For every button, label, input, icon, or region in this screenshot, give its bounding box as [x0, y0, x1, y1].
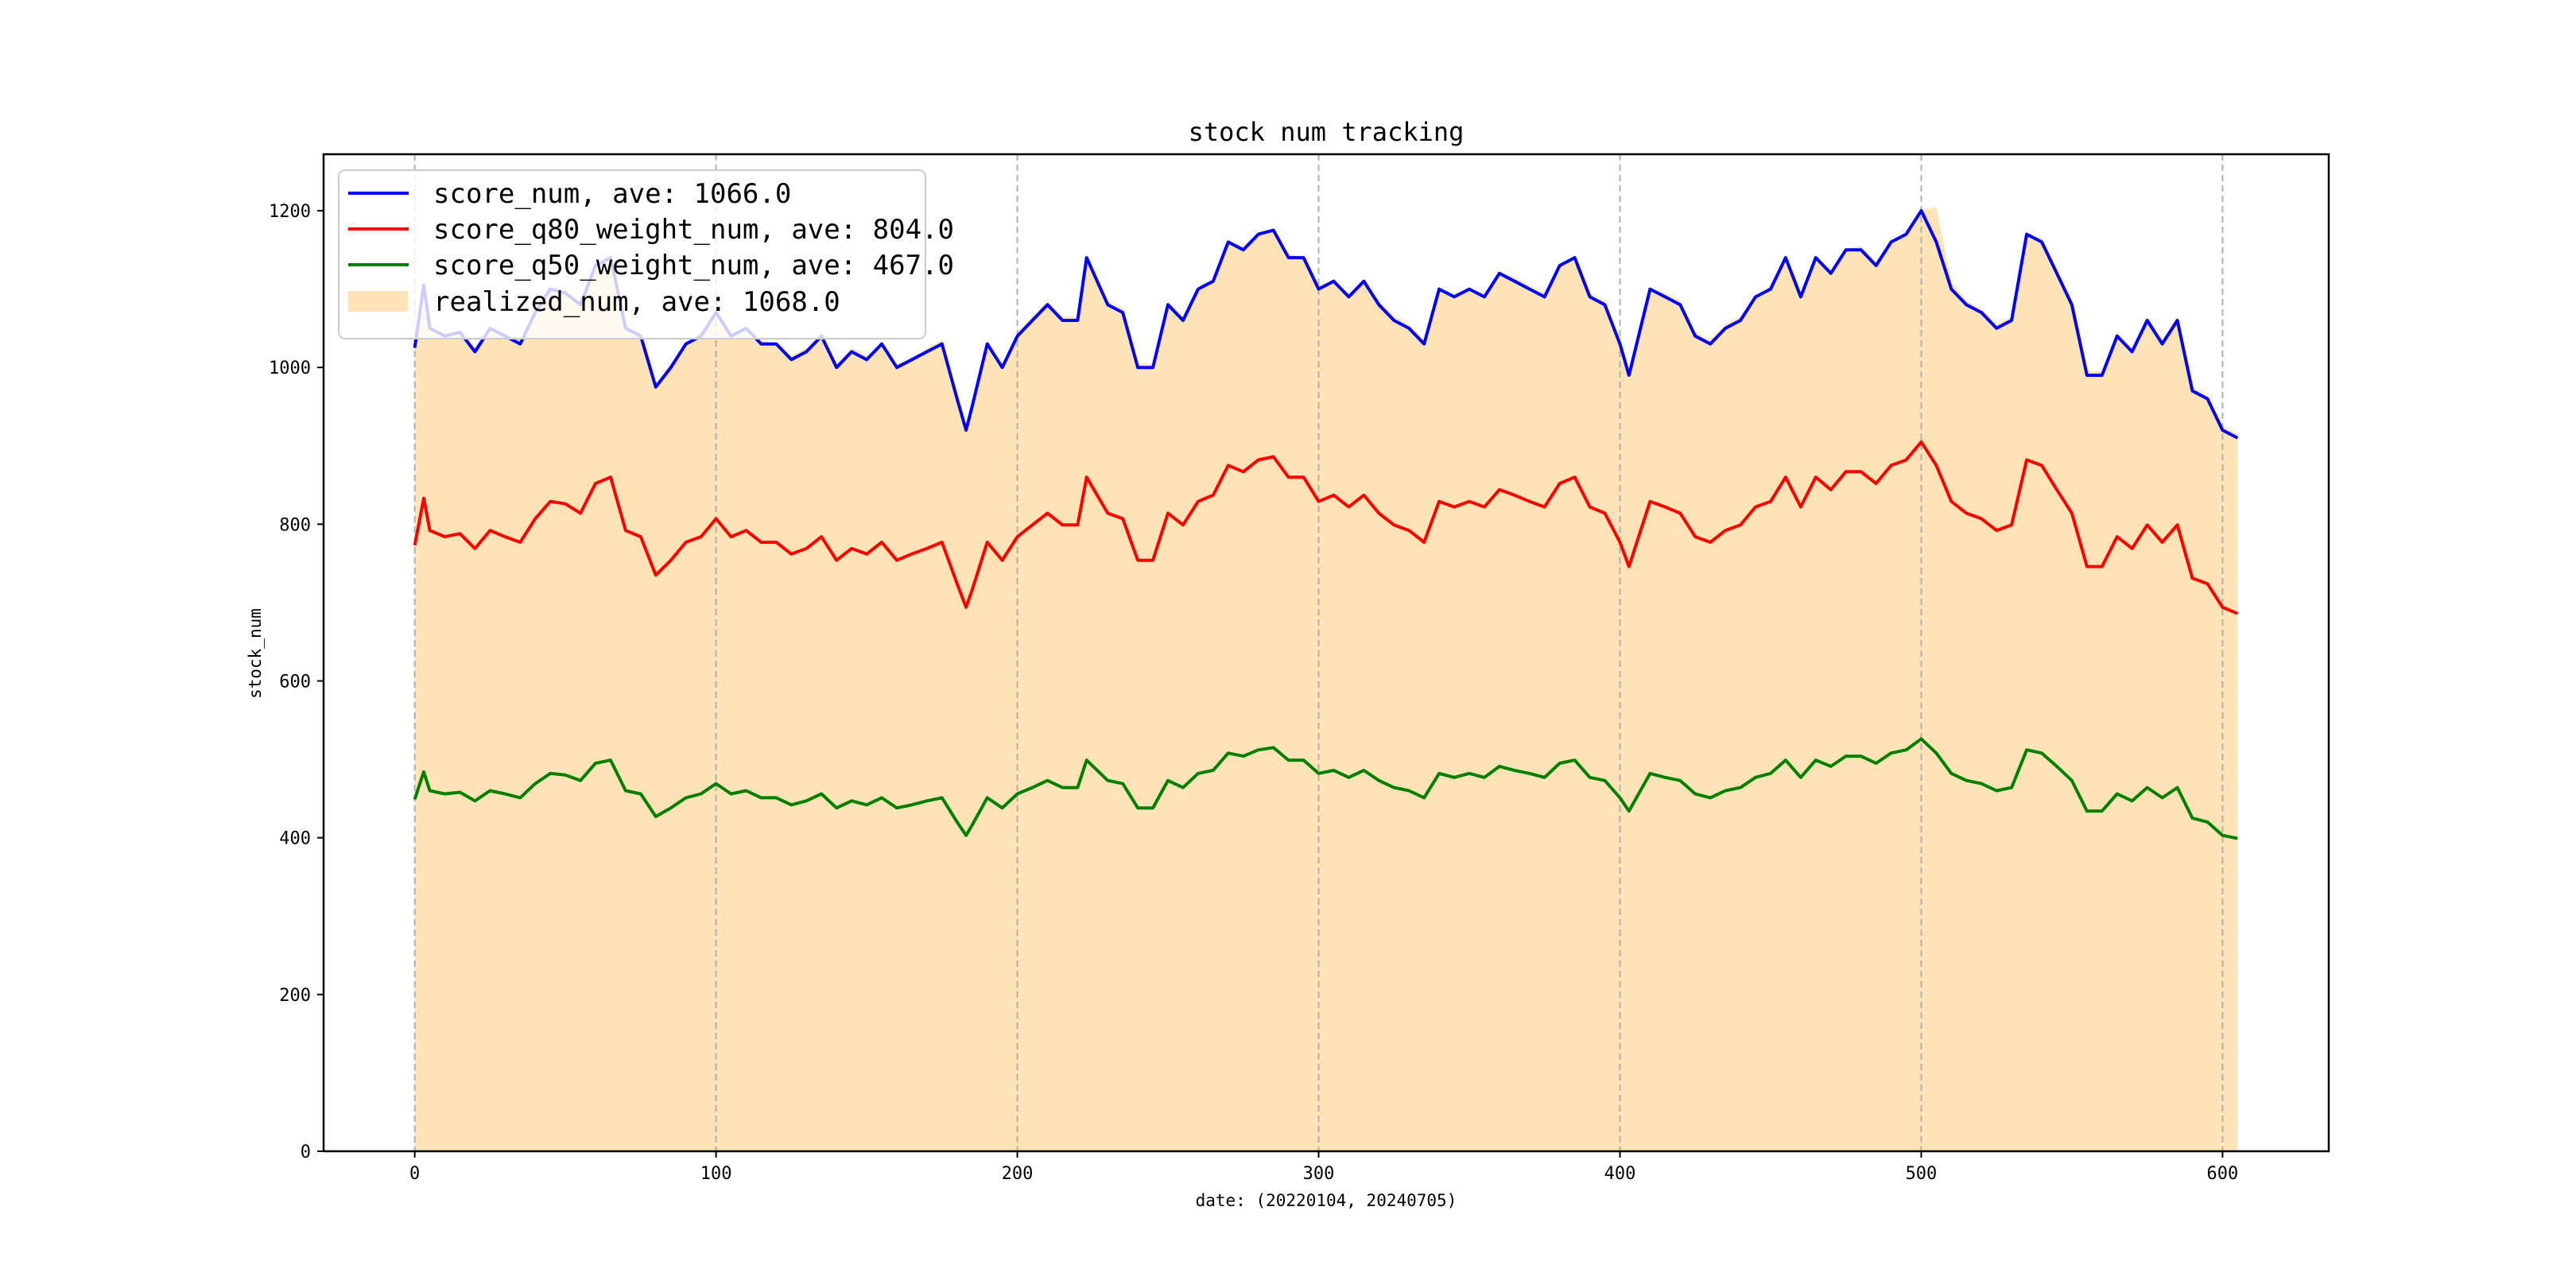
y-tick-label-400: 400: [279, 829, 311, 849]
legend-swatch-realized: [348, 291, 408, 312]
legend-label-q80: score_q80_weight_num, ave: 804.0: [433, 214, 954, 246]
chart-title: stock num tracking: [1189, 117, 1465, 147]
y-tick-label-800: 800: [279, 515, 311, 535]
x-tick-label-400: 400: [1604, 1164, 1636, 1184]
y-tick-label-200: 200: [279, 986, 311, 1006]
x-tick-label-600: 600: [2207, 1164, 2239, 1184]
realized-num-area: [414, 207, 2238, 1152]
legend-frame: [338, 169, 926, 339]
series-1-line: [413, 440, 2239, 615]
x-tick-label-500: 500: [1906, 1164, 1938, 1184]
y-tick-label-1000: 1000: [269, 359, 311, 378]
area-layer: [414, 207, 2238, 1152]
series-2-line: [413, 737, 2238, 840]
y-tick-label-600: 600: [279, 672, 311, 692]
y-axis-label: stock_num: [246, 608, 265, 699]
x-tick-label-0: 0: [409, 1164, 420, 1184]
axes-layer: 0 100 200 300 400 500 600 0 200 400 600 800 1000 1200: [269, 153, 2330, 1184]
x-axis-label: date: (20220104, 20240705): [1196, 1191, 1457, 1210]
legend: score_num, ave: 1066.0 score_q80_weight_…: [338, 169, 954, 339]
x-tick-label-300: 300: [1303, 1164, 1335, 1184]
y-tick-label-0: 0: [301, 1143, 311, 1162]
legend-label-q50: score_q50_weight_num, ave: 467.0: [433, 250, 954, 281]
y-tick-label-1200: 1200: [269, 202, 311, 222]
legend-label-realized: realized_num, ave: 1068.0: [433, 286, 840, 318]
x-tick-label-100: 100: [700, 1164, 732, 1184]
plot-frame: [322, 153, 2330, 1153]
x-tick-label-200: 200: [1002, 1164, 1034, 1184]
legend-label-score-num: score_num, ave: 1066.0: [433, 178, 791, 210]
